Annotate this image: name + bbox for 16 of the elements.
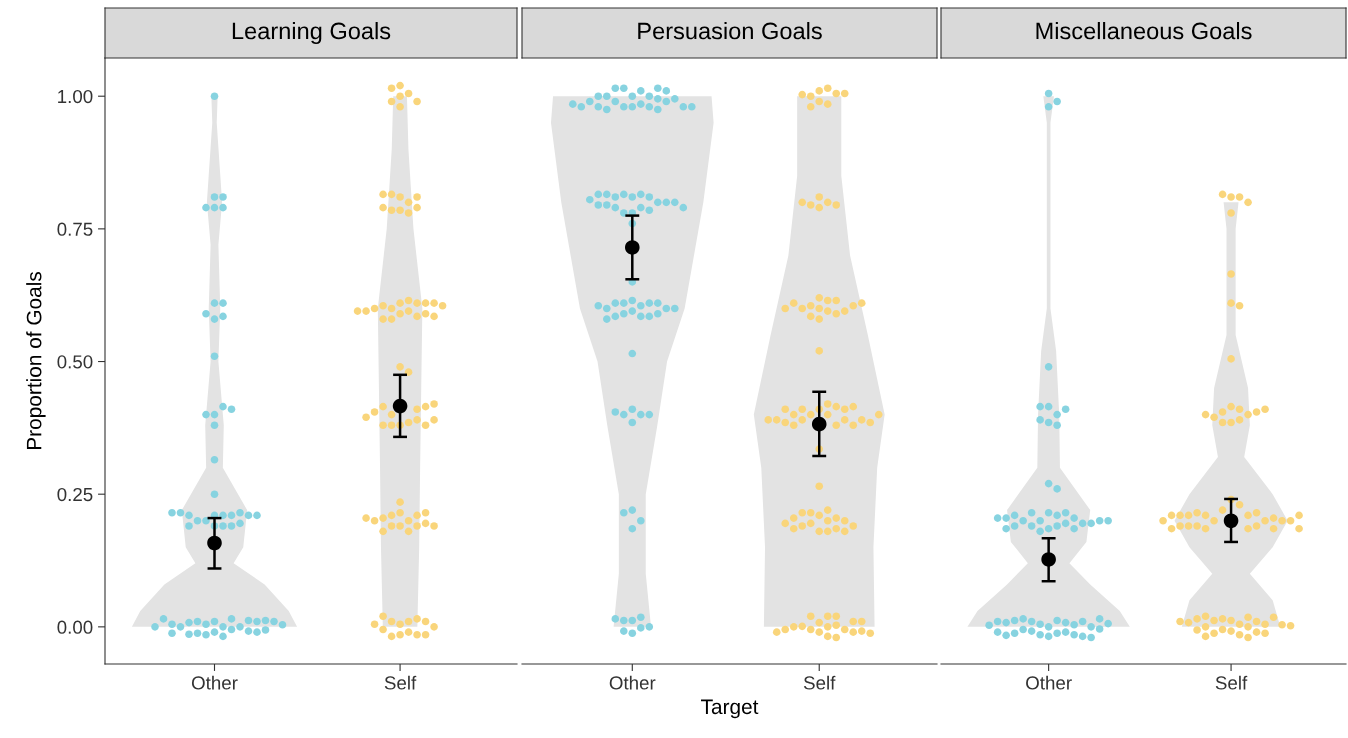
x-tick-label: Self [803, 675, 836, 690]
y-tick-label: 0.00 [57, 620, 93, 634]
y-tick-label: 0.50 [57, 355, 93, 369]
chart-title: Persuasion Goals [638, 22, 822, 40]
x-tick-label: Self [1215, 675, 1248, 690]
x-axis-title: Target [701, 699, 759, 719]
y-tick-label: 0.75 [57, 222, 93, 236]
x-tick-label: Other [191, 675, 238, 690]
x-tick-label: Other [1026, 675, 1072, 690]
y-tick-label: 1.00 [58, 89, 93, 104]
y-tick-label: 0.25 [57, 487, 93, 502]
x-tick-label: Other [609, 675, 656, 690]
chart-title: Miscellaneous Goals [1036, 22, 1252, 40]
x-tick-label: Self [384, 675, 417, 690]
chart-title: Learning Goals [232, 22, 391, 45]
y-axis-title: Proportion of Goals [26, 272, 46, 450]
